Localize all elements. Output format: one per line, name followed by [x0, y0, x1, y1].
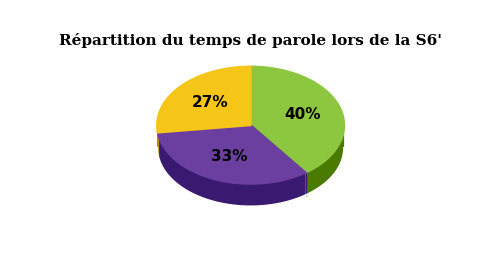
Text: 40%: 40% — [284, 107, 320, 122]
Polygon shape — [157, 126, 158, 155]
Polygon shape — [157, 67, 250, 133]
Text: 27%: 27% — [191, 95, 228, 110]
Polygon shape — [250, 67, 344, 173]
Polygon shape — [158, 133, 305, 206]
Polygon shape — [158, 125, 305, 184]
Text: Répartition du temps de parole lors de la S6': Répartition du temps de parole lors de l… — [59, 33, 441, 48]
Polygon shape — [305, 126, 344, 195]
Text: 33%: 33% — [210, 149, 247, 164]
